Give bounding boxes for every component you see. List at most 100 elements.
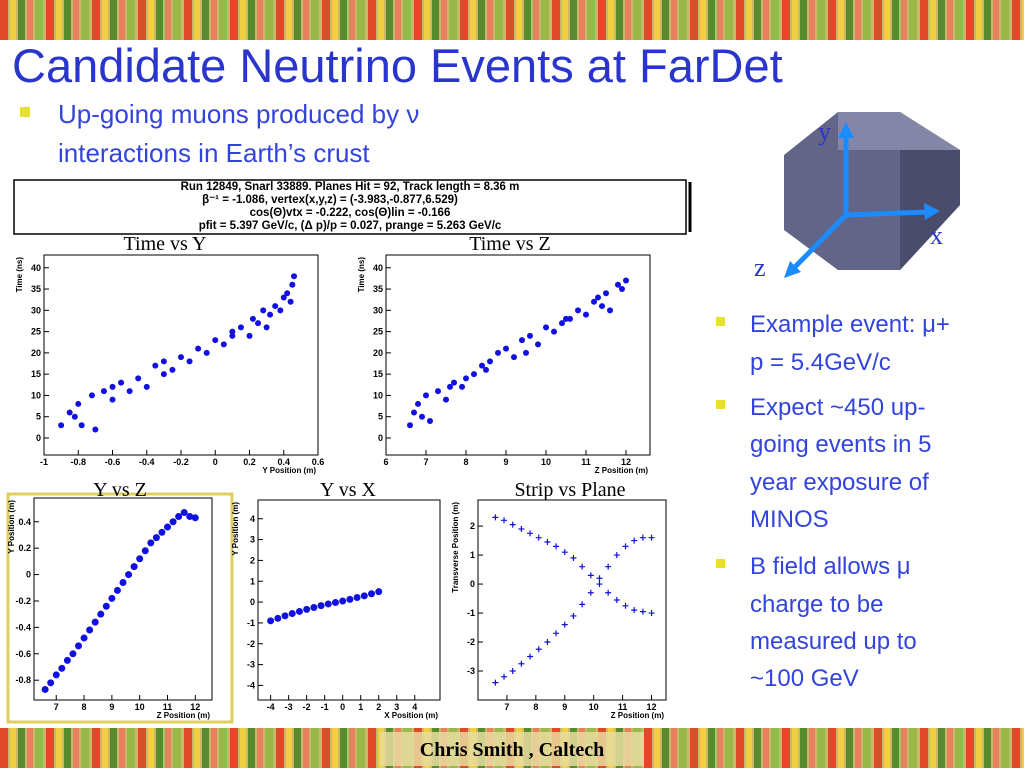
point [109,383,116,390]
y-tick-label: 0.2 [18,543,31,553]
x-tick-label: 1 [358,702,363,712]
point [58,664,66,672]
point [423,392,429,399]
point [353,594,361,601]
point [317,602,325,610]
point [274,614,282,622]
point [407,422,413,429]
point [427,417,433,424]
point [579,563,586,570]
point [451,379,457,386]
point [631,607,638,614]
y-tick-label: -2 [247,639,255,649]
y-tick-label: 35 [373,284,383,294]
y-axis-label: Time (ns) [15,257,24,293]
point [622,543,629,550]
point [260,307,267,314]
y-tick-label: 25 [31,327,41,337]
plot-title: Time vs Z [469,233,551,255]
point [411,409,417,416]
point [368,590,376,598]
y-tick-label: 15 [373,369,383,379]
point [551,328,557,335]
x-tick-label: 12 [621,457,631,467]
point [229,328,236,335]
point [603,290,609,297]
x-tick-label: 8 [533,702,538,712]
point [535,534,542,541]
point [596,581,603,588]
x-tick-label: 7 [504,702,509,712]
plot: 6 7 8 9 10 11 12 0 5 10 15 20 25 30 35 40 Z Position (m)… [357,254,651,475]
point [291,273,298,280]
x-tick-label: 0.4 [277,457,290,467]
point [102,602,110,610]
point [178,354,184,361]
point [88,392,95,399]
point [267,311,274,318]
bullet-text: Up-going muons produced by ν [58,99,419,129]
y-axis-label: Time (ns) [357,257,366,293]
point [492,514,499,521]
point [509,668,516,675]
point [47,679,55,687]
y-tick-label: 25 [373,327,383,337]
x-tick-label: 7 [54,702,59,712]
y-tick-label: 15 [31,369,41,379]
point [623,277,629,284]
plot-frame [385,254,651,456]
point [631,537,638,544]
x-tick-label: 6 [383,457,388,467]
point [118,379,125,386]
point [561,621,568,628]
bullet-text: p = 5.4GeV/c [750,349,891,376]
point [544,639,551,646]
info-box [13,179,687,235]
point [596,575,603,582]
x-tick-label: 0.6 [312,457,325,467]
point [487,358,493,365]
bullet-text: MINOS [750,506,829,533]
y-axis-label: Transverse Position (m) [451,502,460,593]
plot-title: Strip vs Plane [514,479,625,501]
point [135,375,142,382]
point [136,555,144,563]
point [527,653,534,660]
x-tick-label: -0.8 [70,457,86,467]
y-tick-label: -3 [247,660,255,670]
x-tick-label: -3 [285,702,293,712]
point [58,422,65,429]
point [346,595,354,603]
x-axis-label: Y Position (m) [262,466,316,475]
point [503,345,509,352]
x-tick-label: -1 [40,457,48,467]
point [495,349,501,356]
point [158,528,166,536]
point [141,547,149,555]
point [622,602,629,609]
point [175,512,183,520]
point [511,354,517,361]
point [169,518,177,526]
point [559,320,565,327]
y-tick-label: 0 [26,570,31,580]
point [41,685,49,693]
point [607,307,613,314]
point [125,571,133,579]
point [229,332,236,339]
point [605,563,612,570]
point [280,294,287,301]
x-tick-label: 4 [412,702,417,712]
point [595,294,601,301]
point [303,605,311,613]
point [459,383,465,390]
point [324,600,332,608]
point [126,388,133,395]
point [66,409,73,416]
x-axis-label: Z Position (m) [611,711,665,720]
point [255,320,262,327]
point [63,656,71,664]
y-tick-label: 1 [250,576,255,586]
y-tick-label: -2 [467,637,475,647]
